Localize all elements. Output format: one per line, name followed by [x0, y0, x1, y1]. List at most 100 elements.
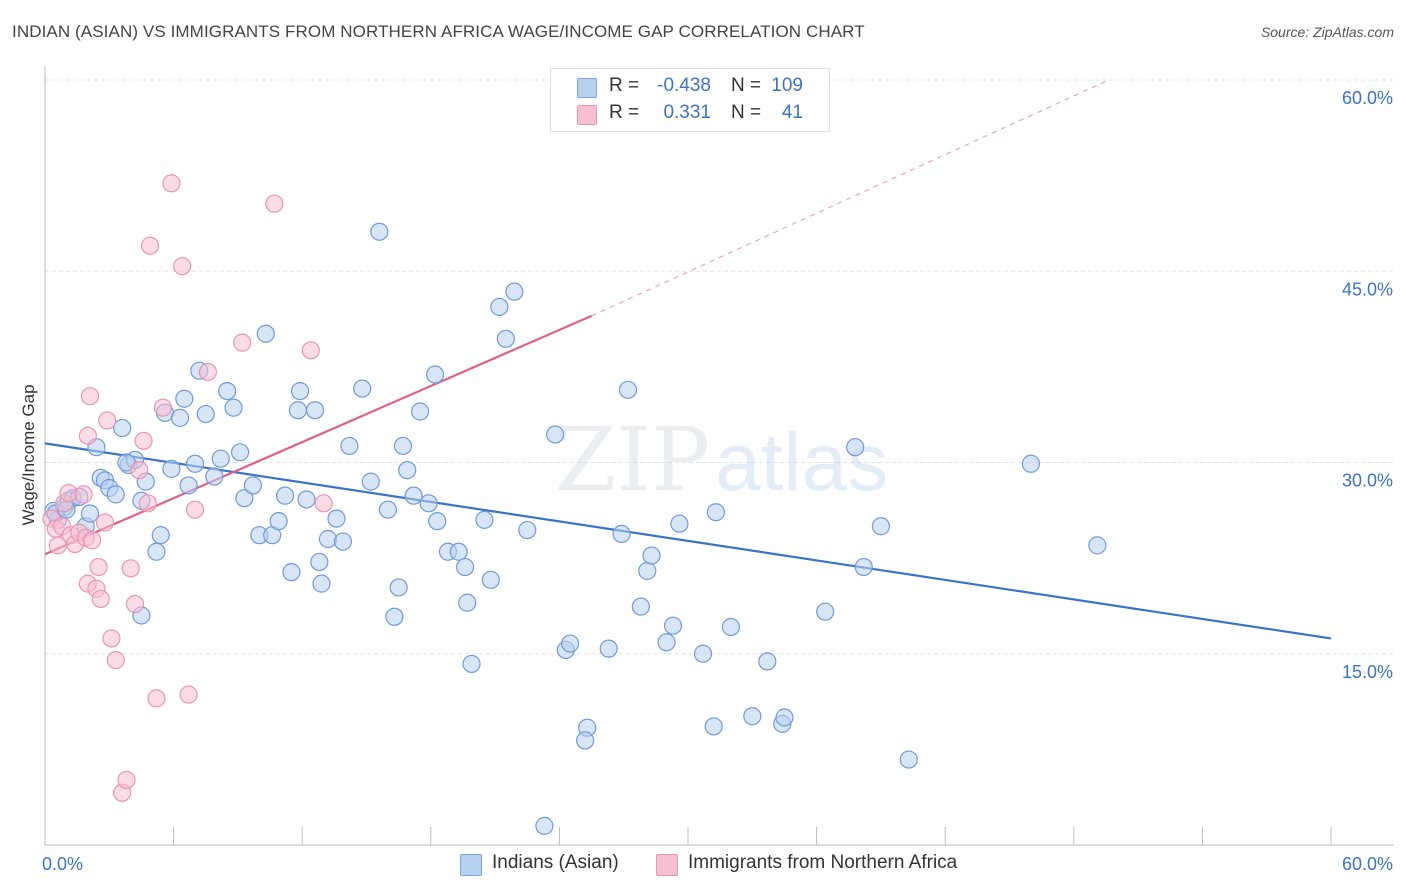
point-northern-africa — [173, 257, 192, 276]
point-northern-africa — [140, 236, 160, 255]
point-indians — [706, 503, 725, 522]
point-indians — [80, 504, 100, 523]
point-indians — [631, 597, 650, 616]
point-northern-africa — [74, 485, 93, 504]
axes — [44, 66, 1394, 846]
y-tick-label: 60.0% — [1342, 88, 1393, 108]
point-northern-africa — [91, 589, 110, 609]
point-indians — [419, 494, 438, 513]
n-value: 41 — [781, 102, 803, 123]
point-indians — [425, 365, 445, 384]
point-indians — [449, 542, 468, 561]
point-indians — [663, 616, 683, 635]
y-tick-label: 45.0% — [1342, 279, 1393, 299]
point-northern-africa — [106, 651, 125, 670]
y-tick-label: 15.0% — [1342, 662, 1393, 682]
point-indians — [1021, 454, 1041, 473]
point-indians — [899, 750, 918, 769]
point-indians — [243, 476, 263, 495]
point-northern-africa — [185, 500, 205, 519]
point-indians — [518, 520, 537, 540]
point-indians — [455, 557, 475, 577]
point-indians — [275, 486, 295, 505]
point-indians — [475, 510, 494, 529]
point-northern-africa — [130, 461, 149, 480]
point-indians — [758, 652, 777, 671]
point-indians — [612, 524, 631, 544]
point-indians — [175, 389, 194, 408]
point-northern-africa — [179, 685, 198, 704]
point-indians — [113, 418, 132, 438]
point-indians — [721, 617, 740, 637]
chart-title: INDIAN (ASIAN) VS IMMIGRANTS FROM NORTHE… — [12, 22, 865, 41]
point-indians — [704, 717, 723, 736]
watermark-zip: ZIP — [555, 408, 710, 511]
r-value: 0.331 — [663, 102, 711, 123]
point-indians — [871, 517, 891, 536]
point-indians — [462, 654, 481, 674]
point-indians — [361, 472, 380, 491]
point-northern-africa — [121, 559, 140, 578]
data-points — [42, 174, 1107, 835]
trend-lines — [44, 80, 1332, 640]
legend-swatch-pink — [577, 105, 597, 125]
point-indians — [218, 382, 237, 401]
point-indians — [151, 526, 170, 545]
point-indians — [327, 509, 346, 528]
point-indians — [333, 532, 353, 551]
point-indians — [490, 297, 509, 317]
point-indians — [230, 443, 250, 462]
point-indians — [290, 382, 310, 401]
point-indians — [305, 401, 325, 420]
r-value: -0.438 — [657, 75, 711, 96]
legend-row-indians: R = -0.438 N = 109 — [551, 73, 829, 101]
point-indians — [318, 529, 338, 549]
point-indians — [340, 436, 359, 456]
legend-swatch-blue — [460, 854, 482, 876]
point-northern-africa — [198, 362, 217, 382]
point-indians — [205, 467, 224, 486]
point-northern-africa — [153, 398, 172, 417]
legend-swatch-blue — [577, 78, 597, 98]
point-indians — [854, 557, 873, 577]
point-indians — [428, 512, 447, 531]
point-indians — [496, 329, 515, 348]
watermark-atlas: atlas — [715, 417, 888, 508]
point-indians — [638, 561, 657, 580]
n-value: 109 — [771, 75, 803, 96]
point-indians — [505, 282, 524, 301]
point-indians — [546, 425, 565, 444]
point-northern-africa — [117, 770, 136, 790]
legend-row-northern-africa: R = 0.331 N = 41 — [551, 100, 829, 128]
point-indians — [370, 222, 389, 241]
point-northern-africa — [301, 341, 320, 360]
point-northern-africa — [59, 484, 78, 503]
point-northern-africa — [314, 494, 333, 513]
point-indians — [599, 639, 618, 658]
correlation-legend: R = -0.438 N = 109 R = 0.331 N = 41 — [550, 68, 830, 132]
point-indians — [816, 602, 835, 621]
r-label: R = — [609, 102, 640, 123]
point-northern-africa — [134, 431, 153, 450]
point-indians — [288, 401, 308, 420]
point-northern-africa — [80, 387, 100, 406]
point-northern-africa — [78, 426, 97, 445]
point-indians — [224, 398, 243, 417]
tick-labels: 15.0% 30.0% 45.0% 60.0% 0.0% 60.0% — [42, 88, 1393, 874]
point-northern-africa — [98, 411, 117, 430]
source-label: Source: ZipAtlas.com — [1260, 24, 1394, 40]
point-indians — [170, 408, 190, 427]
n-label: N = — [731, 102, 762, 123]
series-legend: Indians (Asian) Immigrants from Northern… — [0, 852, 1406, 878]
point-indians — [282, 563, 301, 582]
point-indians — [179, 476, 198, 495]
point-indians — [385, 607, 404, 626]
point-indians — [147, 542, 166, 561]
point-indians — [657, 633, 676, 652]
point-northern-africa — [125, 594, 145, 614]
point-indians — [693, 644, 713, 663]
legend-swatch-pink — [656, 854, 678, 876]
point-indians — [378, 500, 398, 519]
point-indians — [162, 459, 181, 478]
